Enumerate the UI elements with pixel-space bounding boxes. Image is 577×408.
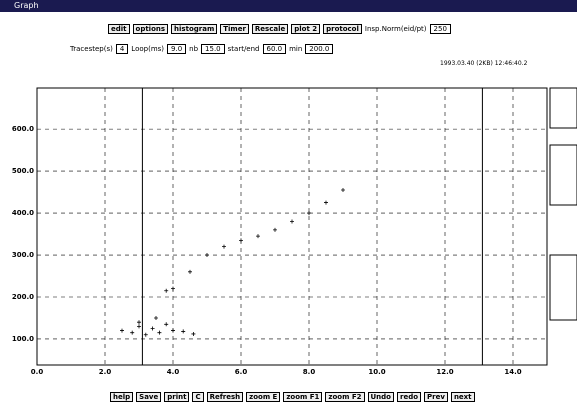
point <box>150 326 155 331</box>
title-bar: Graph <box>0 0 577 12</box>
y-tick-label: 200.0 <box>12 293 34 301</box>
point <box>341 187 345 192</box>
bottom-button[interactable]: next <box>450 392 475 402</box>
param-field[interactable]: 200.0 <box>305 44 334 54</box>
y-tick-label: 600.0 <box>12 125 34 133</box>
point <box>191 331 196 336</box>
point <box>143 332 148 337</box>
timestamp: 1993.03.40 (2KB) 12:46:40.2 <box>440 60 528 67</box>
point <box>290 219 294 224</box>
point <box>256 234 260 239</box>
toolbar: edit options histogram Timer Rescale plot 2 pr… <box>108 24 451 34</box>
bottom-button[interactable]: Prev <box>424 392 448 402</box>
param-field[interactable]: 60.0 <box>262 44 287 54</box>
y-tick-label: 300.0 <box>12 251 34 259</box>
bottom-button[interactable]: print <box>164 392 190 402</box>
toolbar-button[interactable]: Rescale <box>251 24 289 34</box>
point <box>171 328 175 333</box>
x-tick-label: 8.0 <box>303 368 316 376</box>
point <box>205 253 209 258</box>
x-tick-label: 14.0 <box>504 368 521 376</box>
toolbar-button[interactable]: protocol <box>323 24 362 34</box>
point <box>130 330 135 335</box>
toolbar-button[interactable]: histogram <box>171 24 218 34</box>
bottom-button[interactable]: C <box>192 392 204 402</box>
point <box>181 329 186 334</box>
point <box>137 320 141 325</box>
point <box>307 211 311 216</box>
x-tick-label: 10.0 <box>368 368 385 376</box>
y-tick-label: 400.0 <box>12 209 34 217</box>
x-tick-label: 4.0 <box>167 368 180 376</box>
bottom-button[interactable]: help <box>110 392 134 402</box>
x-tick-label: 12.0 <box>436 368 453 376</box>
point <box>171 286 175 291</box>
toolbar-label: Insp.Norm(eid/pt) <box>364 25 427 33</box>
point <box>239 238 243 243</box>
x-tick-label: 0.0 <box>31 368 44 376</box>
param-label: start/end <box>227 45 260 53</box>
side-panel <box>549 144 577 206</box>
point <box>164 322 169 327</box>
point <box>120 328 124 333</box>
point <box>273 227 277 232</box>
point <box>157 330 162 335</box>
param-field[interactable]: 4 <box>115 44 129 54</box>
bottom-button[interactable]: Save <box>136 392 162 402</box>
param-label: min <box>289 45 303 53</box>
point <box>324 200 328 205</box>
toolbar-field[interactable]: 250 <box>429 24 451 34</box>
plot-frame <box>36 87 548 366</box>
x-tick-label: 2.0 <box>99 368 112 376</box>
param-field[interactable]: 15.0 <box>201 44 225 54</box>
side-panel <box>549 87 577 129</box>
point <box>222 244 226 249</box>
point <box>164 288 169 293</box>
y-tick-label: 100.0 <box>12 335 34 343</box>
bottom-button[interactable]: redo <box>397 392 422 402</box>
bottom-button[interactable]: zoom F2 <box>325 392 365 402</box>
param-field[interactable]: 9.0 <box>167 44 187 54</box>
x-tick-label: 6.0 <box>235 368 248 376</box>
param-label: Loop(ms) <box>131 45 165 53</box>
params-row: Tracestep(s) 4 Loop(ms) 9.0 nb 15.0 start/end 6… <box>70 44 334 54</box>
param-label: nb <box>189 45 199 53</box>
bottom-button[interactable]: Undo <box>367 392 394 402</box>
point <box>154 315 158 320</box>
point <box>137 324 141 329</box>
bottom-button[interactable]: zoom F1 <box>283 392 323 402</box>
bottom-button[interactable]: Refresh <box>206 392 244 402</box>
toolbar-button[interactable]: edit <box>108 24 130 34</box>
param-label: Tracestep(s) <box>70 45 113 53</box>
toolbar-button[interactable]: options <box>132 24 169 34</box>
side-panel <box>549 254 577 321</box>
point <box>188 269 192 274</box>
toolbar-button[interactable]: plot 2 <box>291 24 321 34</box>
bottom-button[interactable]: zoom E <box>246 392 281 402</box>
y-tick-label: 500.0 <box>12 167 34 175</box>
toolbar-button[interactable]: Timer <box>220 24 249 34</box>
